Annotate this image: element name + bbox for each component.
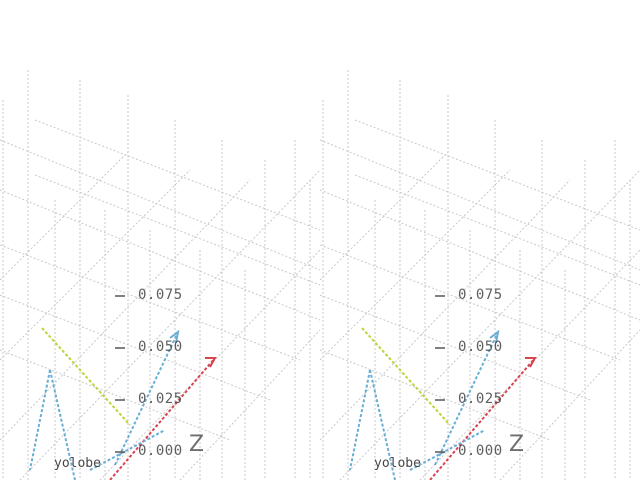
red-axis [109,357,216,480]
blue-axis-2 [349,369,371,471]
blue-axis-3 [49,369,76,480]
blue-axis-3 [369,369,396,480]
blue-arrowhead [489,329,500,344]
red-arrowhead [205,357,217,368]
blue-axis-2 [29,369,51,471]
blue-axis-4 [409,429,486,471]
z-axis-label: Z [509,432,525,457]
grid-lines [320,70,640,480]
blue-axis-4 [89,429,166,471]
axis-arrows [29,327,217,480]
axis-arrows [349,327,537,480]
right-3d-plot [320,70,640,480]
z-tick-0025: 0.025 [138,391,183,407]
object-label: yolobe [374,456,421,471]
z-tick-0050: 0.050 [458,339,503,355]
z-tick-0000: 0.000 [458,443,503,459]
object-label: yolobe [54,456,101,471]
blue-axis-1 [114,331,179,466]
red-axis [429,357,536,480]
z-tick-0050: 0.050 [138,339,183,355]
yellow-axis [41,327,131,426]
blue-arrowhead [169,329,180,344]
yellow-axis [361,327,451,426]
z-axis-label: Z [189,432,205,457]
left-3d-plot [0,70,320,480]
left-view: 0.075 0.050 0.025 0.000 Z yolobe [0,70,320,480]
z-tick-0075: 0.075 [458,287,503,303]
z-tick-0075: 0.075 [138,287,183,303]
blue-axis-1 [434,331,499,466]
z-tick-marks [435,295,445,453]
z-tick-0025: 0.025 [458,391,503,407]
z-tick-0000: 0.000 [138,443,183,459]
grid-lines [0,70,320,480]
z-tick-marks [115,295,125,453]
right-view: 0.075 0.050 0.025 0.000 Z yolobe [320,0,640,480]
red-arrowhead [525,357,537,368]
